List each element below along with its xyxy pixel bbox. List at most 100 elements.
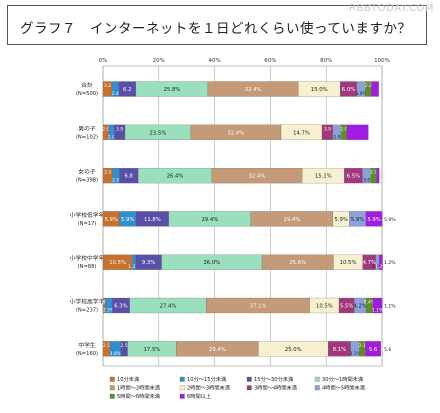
data-label: 10.5% bbox=[109, 260, 126, 266]
bar-segment bbox=[372, 297, 383, 314]
data-label: 5.9% bbox=[121, 217, 134, 223]
data-label: 25.8% bbox=[163, 87, 180, 93]
category-n-label: (N=160) bbox=[76, 351, 98, 357]
data-label: 10.5% bbox=[340, 260, 357, 266]
x-tick-label: 100% bbox=[374, 58, 390, 64]
data-label: 14.7% bbox=[293, 130, 310, 136]
data-label: 15.0% bbox=[311, 87, 328, 93]
data-label: 6.0% bbox=[342, 87, 355, 93]
x-tick-label: 60% bbox=[264, 58, 276, 64]
data-label: 2.1 bbox=[359, 343, 366, 349]
category-label: 男の子 bbox=[78, 125, 96, 132]
data-label: 1.2% bbox=[375, 264, 387, 270]
legend-label: 1時間～2時間未満 bbox=[117, 384, 160, 392]
data-label: 5.9% bbox=[367, 217, 380, 223]
data-label: 6.2 bbox=[123, 87, 131, 93]
data-label: 11.8% bbox=[144, 217, 161, 223]
chart-title-box: グラフ７ インターネットを１日どれくらい使っていますか？ bbox=[7, 5, 427, 45]
bar-segment bbox=[376, 167, 380, 184]
data-label: 2.0 bbox=[102, 126, 109, 132]
data-label: 3.8% bbox=[110, 351, 122, 357]
data-label: 2.5 bbox=[103, 343, 110, 349]
legend-label: 10分未満 bbox=[117, 375, 139, 383]
data-label: 8.1% bbox=[333, 347, 346, 353]
data-label: 23.5% bbox=[149, 130, 166, 136]
data-label: 29.4% bbox=[209, 347, 226, 353]
data-label: 2.0 bbox=[340, 126, 347, 132]
bar-segment bbox=[365, 211, 383, 227]
data-label: 0.8% bbox=[98, 300, 110, 306]
legend-label: 4時間～5時間未満 bbox=[322, 384, 365, 392]
data-label: 3.2 bbox=[104, 83, 111, 89]
legend-swatch bbox=[109, 376, 115, 382]
watermark: RBBTODAY.COM bbox=[349, 3, 434, 14]
data-label: 1.2% bbox=[372, 264, 384, 270]
x-tick-label: 40% bbox=[208, 58, 220, 64]
legend-swatch bbox=[314, 376, 320, 382]
data-label: 3.0 bbox=[363, 178, 370, 184]
legend-swatch bbox=[314, 385, 320, 391]
x-tick-label: 0% bbox=[99, 58, 108, 64]
category-label: 中学生 bbox=[78, 341, 96, 349]
data-label: 1.1% bbox=[372, 308, 384, 314]
category-n-label: (N=237) bbox=[76, 308, 98, 314]
legend-swatch bbox=[179, 385, 185, 391]
category-n-label: (N=88) bbox=[78, 264, 97, 270]
data-label: 2.5 bbox=[112, 178, 119, 184]
legend-label: 6時間以上 bbox=[187, 392, 211, 400]
legend-label: 3時間～4時間未満 bbox=[254, 384, 297, 392]
data-label: 2.0 bbox=[370, 170, 377, 176]
data-label: 32.4% bbox=[227, 130, 244, 136]
data-label: 27.4% bbox=[160, 304, 177, 310]
legend-swatch bbox=[246, 376, 252, 382]
data-label: 6.5% bbox=[347, 174, 360, 180]
category-n-label: (N=398) bbox=[76, 178, 98, 184]
data-label: 15.1% bbox=[315, 174, 332, 180]
data-label-end: 1.1% bbox=[384, 304, 396, 310]
x-tick-label: 20% bbox=[153, 58, 165, 64]
data-label: 3.3 bbox=[104, 170, 111, 176]
data-label: 2.0 bbox=[108, 134, 115, 140]
data-label: 2.4% bbox=[364, 300, 376, 306]
data-label: 2.5% bbox=[103, 308, 115, 314]
data-label: 2.2 bbox=[365, 83, 372, 89]
legend-label: 10分～15分未満 bbox=[187, 375, 226, 383]
data-label-end: 5.9% bbox=[384, 217, 396, 223]
data-label: 3.9 bbox=[324, 126, 331, 132]
chart-title: グラフ７ インターネットを１日どれくらい使っていますか？ bbox=[20, 21, 412, 37]
legend-swatch bbox=[179, 376, 185, 382]
data-label: 25.6% bbox=[289, 260, 306, 266]
data-label: 5.6 bbox=[369, 347, 378, 353]
data-label: 5.9% bbox=[351, 217, 364, 223]
data-label: 29.4% bbox=[283, 217, 300, 223]
data-label: 17.5% bbox=[144, 347, 161, 353]
data-label: 9.3% bbox=[142, 260, 155, 266]
category-label: 女の子 bbox=[78, 168, 96, 176]
data-label: 4.7% bbox=[363, 260, 376, 266]
legend-label: 2時間～3時間未満 bbox=[187, 384, 230, 392]
bar-segment bbox=[365, 341, 382, 357]
legend-label: 30分～1時間未満 bbox=[322, 375, 363, 383]
legend-swatch bbox=[246, 385, 252, 391]
data-label: 2.5 bbox=[120, 343, 127, 349]
data-label: 37.1% bbox=[250, 304, 267, 310]
category-label: 小学校低学年 bbox=[70, 211, 105, 219]
data-label: 2.9 bbox=[333, 134, 340, 140]
bar-segment bbox=[379, 254, 383, 270]
data-label: 5.9% bbox=[104, 217, 117, 223]
data-label: 5.9% bbox=[334, 217, 347, 223]
data-label: 3.9 bbox=[116, 126, 123, 132]
bar-segment bbox=[371, 81, 379, 97]
data-label: 26.4% bbox=[167, 174, 184, 180]
data-label: 2.4 bbox=[112, 91, 119, 97]
data-label: 6.8 bbox=[124, 174, 133, 180]
data-label: 10.5% bbox=[316, 304, 333, 310]
legend-swatch bbox=[109, 385, 115, 391]
category-n-label: (N=500) bbox=[76, 91, 98, 97]
data-label: 25.0% bbox=[285, 347, 302, 353]
x-tick-label: 80% bbox=[320, 58, 332, 64]
data-label: 36.0% bbox=[203, 260, 220, 266]
bar-segment bbox=[346, 124, 369, 140]
data-label: 32.4% bbox=[245, 87, 262, 93]
